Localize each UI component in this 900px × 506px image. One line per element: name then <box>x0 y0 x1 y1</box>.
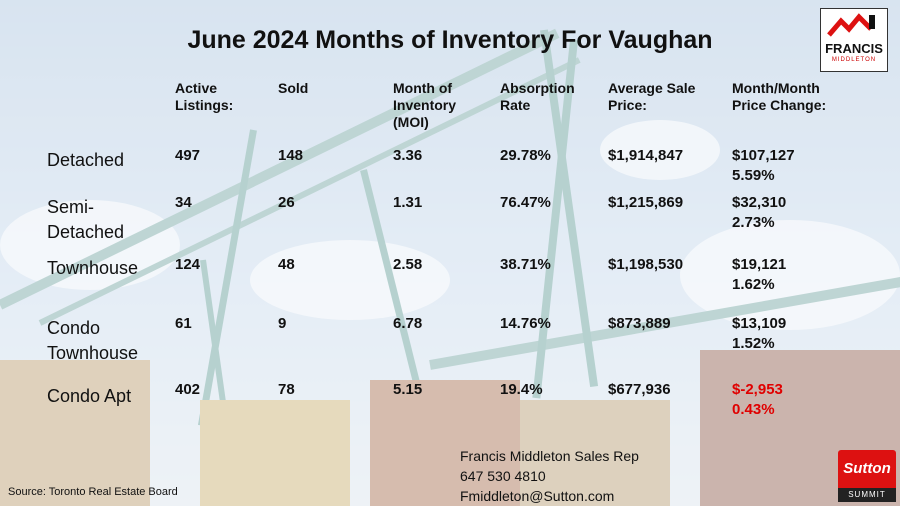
cell-moi: 1.31 <box>393 194 423 211</box>
cell-sold: 48 <box>278 256 295 273</box>
sutton-logo-name: Sutton <box>838 450 896 488</box>
contact-block: Francis Middleton Sales Rep 647 530 4810… <box>460 446 639 506</box>
header-month-month-change: Month/Month Price Change: <box>732 80 827 113</box>
cell-active: 61 <box>175 315 192 332</box>
cell-change: $32,310 2.73% <box>732 194 787 231</box>
logo-name: FRANCIS <box>825 41 883 56</box>
row-label-detached: Detached <box>47 150 125 170</box>
cell-change: $19,121 1.62% <box>732 256 787 293</box>
cell-absorption: 14.76% <box>500 315 551 332</box>
row-label-semi-detached: Semi- Detached <box>47 197 125 242</box>
source-note: Source: Toronto Real Estate Board <box>8 486 178 498</box>
header-active-listings: Active Listings: <box>175 80 234 113</box>
cell-avg-price: $1,215,869 <box>608 194 684 211</box>
contact-phone: 647 530 4810 <box>460 468 546 484</box>
cell-moi: 2.58 <box>393 256 423 273</box>
cell-absorption: 29.78% <box>500 147 551 164</box>
cell-active: 402 <box>175 381 201 398</box>
row-label-condo-apt: Condo Apt <box>47 386 132 406</box>
contact-name: Francis Middleton Sales Rep <box>460 448 639 464</box>
cell-avg-price: $1,198,530 <box>608 256 684 273</box>
cell-sold: 148 <box>278 147 304 164</box>
cell-change: $13,109 1.52% <box>732 315 787 352</box>
cell-avg-price: $1,914,847 <box>608 147 684 164</box>
contact-email: Fmiddleton@Sutton.com <box>460 488 615 504</box>
cell-moi: 5.15 <box>393 381 423 398</box>
cell-active: 497 <box>175 147 201 164</box>
header-moi: Month of Inventory (MOI) <box>393 80 457 130</box>
cell-change: $107,127 5.59% <box>732 147 795 184</box>
cell-sold: 26 <box>278 194 295 211</box>
cell-avg-price: $873,889 <box>608 315 671 332</box>
cell-avg-price: $677,936 <box>608 381 671 398</box>
header-average-sale-price: Average Sale Price: <box>608 80 696 113</box>
house-roof-icon <box>827 13 875 37</box>
header-sold: Sold <box>278 80 309 96</box>
cell-absorption: 38.71% <box>500 256 551 273</box>
cell-active: 34 <box>175 194 192 211</box>
cell-moi: 6.78 <box>393 315 423 332</box>
logo-sub: MIDDLETON <box>831 57 877 63</box>
cell-moi: 3.36 <box>393 147 423 164</box>
cell-absorption: 76.47% <box>500 194 551 211</box>
slide-title: June 2024 Months of Inventory For Vaugha… <box>187 26 713 54</box>
cell-change-negative: $-2,953 0.43% <box>732 381 783 418</box>
header-absorption-rate: Absorption Rate <box>500 80 575 113</box>
sutton-logo-sub: SUMMIT <box>838 488 896 502</box>
cell-absorption: 19.4% <box>500 381 543 398</box>
cell-sold: 9 <box>278 315 287 332</box>
cell-active: 124 <box>175 256 201 273</box>
francis-middleton-logo: FRANCIS MIDDLETON <box>820 8 888 72</box>
row-label-townhouse: Townhouse <box>47 258 139 278</box>
sutton-summit-logo: Sutton SUMMIT <box>838 450 896 502</box>
row-label-condo-townhouse: Condo Townhouse <box>47 318 139 363</box>
cell-sold: 78 <box>278 381 295 398</box>
